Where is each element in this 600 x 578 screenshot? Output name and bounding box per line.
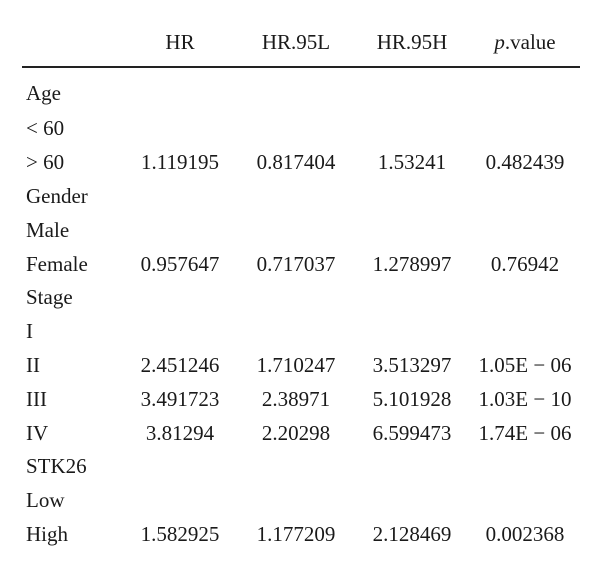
cell-hr bbox=[122, 67, 238, 112]
header-hr: HR bbox=[122, 22, 238, 68]
table-header: HR HR.95L HR.95H p.value bbox=[22, 22, 580, 68]
cell-hr-95l bbox=[238, 112, 354, 146]
row-label: III bbox=[26, 386, 47, 411]
cell-hr-95h: 2.128469 bbox=[372, 521, 452, 546]
cell-p-value bbox=[470, 315, 580, 349]
cell-p-value bbox=[470, 281, 580, 315]
cell-hr-95h bbox=[354, 315, 470, 349]
cell-p-value bbox=[470, 450, 580, 484]
table-row: Female 0.957647 0.717037 1.278997 0.76942 bbox=[22, 247, 580, 281]
cell-hr-95h: 6.599473 bbox=[372, 420, 452, 445]
row-label: Stage bbox=[26, 285, 73, 310]
table-row: High 1.582925 1.177209 2.128469 0.002368 bbox=[22, 518, 580, 552]
row-label: IV bbox=[26, 420, 49, 445]
cell-hr-95h bbox=[354, 450, 470, 484]
row-label: I bbox=[26, 319, 33, 344]
cell-p-value bbox=[470, 67, 580, 112]
cell-hr-95l bbox=[238, 450, 354, 484]
table-row: II 2.451246 1.710247 3.513297 1.05E − 06 bbox=[22, 349, 580, 383]
header-label bbox=[22, 22, 122, 68]
cell-hr-95h bbox=[354, 213, 470, 247]
cell-hr: 3.491723 bbox=[140, 386, 220, 411]
header-p-value: p.value bbox=[470, 22, 580, 68]
cell-hr-95l bbox=[238, 281, 354, 315]
cell-hr-95h: 1.278997 bbox=[372, 251, 452, 276]
cell-p-value: 1.74E − 06 bbox=[478, 420, 572, 445]
header-p-suffix: .value bbox=[504, 29, 556, 54]
cell-hr: 2.451246 bbox=[140, 352, 220, 377]
cox-regression-table: HR HR.95L HR.95H p.value Age < 60 > 60 1.11… bbox=[22, 22, 580, 551]
cell-hr-95l bbox=[238, 315, 354, 349]
row-label: High bbox=[26, 521, 68, 546]
cell-hr: 0.957647 bbox=[140, 251, 220, 276]
cell-hr-95h: 5.101928 bbox=[372, 386, 452, 411]
table-row: IV 3.81294 2.20298 6.599473 1.74E − 06 bbox=[22, 416, 580, 450]
table-row: I bbox=[22, 315, 580, 349]
cell-hr bbox=[122, 112, 238, 146]
row-label: > 60 bbox=[26, 150, 65, 175]
cell-hr bbox=[122, 180, 238, 214]
table-row: Stage bbox=[22, 281, 580, 315]
header-row: HR HR.95L HR.95H p.value bbox=[22, 22, 580, 68]
cell-hr bbox=[122, 213, 238, 247]
cell-hr-95h bbox=[354, 112, 470, 146]
row-label: < 60 bbox=[26, 116, 65, 141]
cell-p-value bbox=[470, 112, 580, 146]
table-row: > 60 1.119195 0.817404 1.53241 0.482439 bbox=[22, 146, 580, 180]
table-row: Gender bbox=[22, 180, 580, 214]
cell-hr-95l bbox=[238, 180, 354, 214]
cell-hr-95h bbox=[354, 484, 470, 518]
table-body: Age < 60 > 60 1.119195 0.817404 1.53241 0.4824… bbox=[22, 67, 580, 551]
row-label: II bbox=[26, 352, 40, 377]
cell-hr-95l bbox=[238, 213, 354, 247]
cell-hr-95h bbox=[354, 180, 470, 214]
cell-hr: 1.582925 bbox=[140, 521, 220, 546]
cell-hr-95l bbox=[238, 484, 354, 518]
cell-hr-95l: 1.177209 bbox=[256, 521, 336, 546]
header-hr-95h: HR.95H bbox=[354, 22, 470, 68]
cell-hr-95h bbox=[354, 67, 470, 112]
cell-hr bbox=[122, 484, 238, 518]
cell-p-value: 0.482439 bbox=[485, 150, 565, 175]
row-label: STK26 bbox=[26, 454, 87, 479]
cell-hr bbox=[122, 315, 238, 349]
cell-hr-95l: 2.38971 bbox=[261, 386, 331, 411]
table-row: III 3.491723 2.38971 5.101928 1.03E − 10 bbox=[22, 382, 580, 416]
cell-hr-95l: 0.717037 bbox=[256, 251, 336, 276]
cell-hr bbox=[122, 450, 238, 484]
cell-hr-95l: 0.817404 bbox=[256, 150, 336, 175]
table-row: Low bbox=[22, 484, 580, 518]
cell-hr-95h: 3.513297 bbox=[372, 352, 452, 377]
row-label: Age bbox=[26, 80, 61, 105]
cell-hr: 3.81294 bbox=[145, 420, 215, 445]
cell-p-value: 1.05E − 06 bbox=[478, 352, 572, 377]
row-label: Male bbox=[26, 217, 70, 242]
header-hr-95l: HR.95L bbox=[238, 22, 354, 68]
cell-p-value: 0.002368 bbox=[485, 521, 565, 546]
cell-hr bbox=[122, 281, 238, 315]
cell-p-value bbox=[470, 213, 580, 247]
cell-hr: 1.119195 bbox=[141, 150, 219, 175]
cell-hr-95h: 1.53241 bbox=[377, 150, 447, 175]
row-label: Low bbox=[26, 488, 65, 513]
cell-hr-95l: 1.710247 bbox=[256, 352, 336, 377]
cell-p-value bbox=[470, 484, 580, 518]
cell-hr-95h bbox=[354, 281, 470, 315]
cell-p-value: 1.03E − 10 bbox=[478, 386, 572, 411]
cell-hr-95l: 2.20298 bbox=[261, 420, 331, 445]
row-label: Female bbox=[26, 251, 88, 276]
cell-hr-95l bbox=[238, 67, 354, 112]
table-row: STK26 bbox=[22, 450, 580, 484]
table-row: Age bbox=[22, 67, 580, 112]
table-row: Male bbox=[22, 213, 580, 247]
cell-p-value bbox=[470, 180, 580, 214]
table-row: < 60 bbox=[22, 112, 580, 146]
row-label: Gender bbox=[26, 183, 88, 208]
cox-regression-table-container: HR HR.95L HR.95H p.value Age < 60 > 60 1.11… bbox=[22, 22, 580, 551]
cell-p-value: 0.76942 bbox=[490, 251, 560, 276]
header-p-letter: p bbox=[494, 29, 505, 54]
